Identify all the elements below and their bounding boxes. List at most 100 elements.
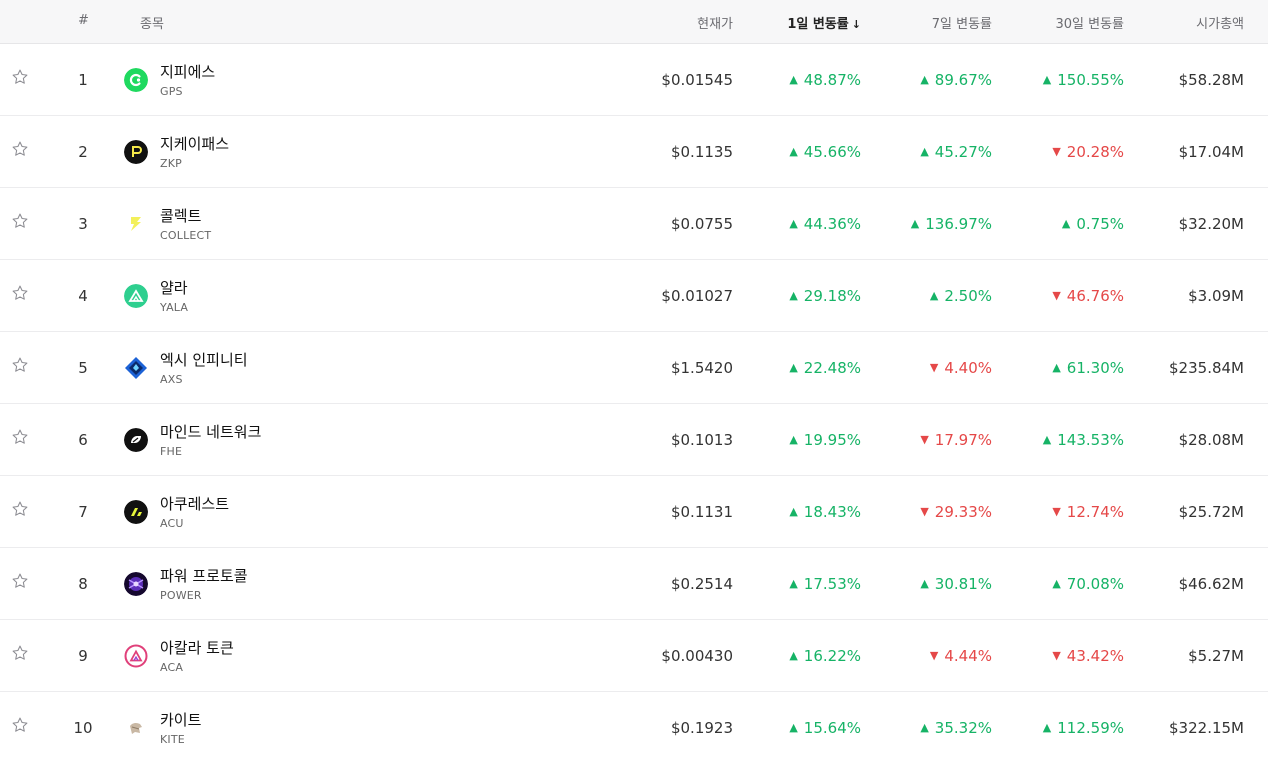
change-7d-value: 29.33%: [934, 503, 992, 521]
header-change-7d[interactable]: 7일 변동률: [931, 17, 992, 32]
market-cap: $3.09M: [1188, 287, 1244, 305]
change-7d-value: 17.97%: [934, 431, 992, 449]
header-change-30d[interactable]: 30일 변동률: [1055, 17, 1124, 32]
header-price[interactable]: 현재가: [697, 17, 733, 32]
change-7d-value: 35.32%: [934, 719, 992, 737]
coin-name[interactable]: 얄라: [160, 279, 188, 297]
table-header: # 종목 현재가 1일 변동률 ↓ 7일 변동률 30일 변동률 시가총액: [0, 0, 1268, 44]
rank-number: 3: [78, 215, 88, 233]
current-price: $0.1131: [670, 503, 733, 521]
rank-number: 9: [78, 647, 88, 665]
triangle-up-icon: ▲: [1052, 361, 1061, 374]
table-row[interactable]: 8 파워 프로토콜 POWER $0.2514 ▲ 17.53% ▲ 30.81% …: [0, 548, 1268, 620]
current-price: $0.1013: [670, 431, 733, 449]
table-row[interactable]: 1 지피에스 GPS $0.01545 ▲ 48.87% ▲ 89.67% ▲ 150…: [0, 44, 1268, 116]
coin-name[interactable]: 카이트: [160, 711, 202, 729]
market-cap: $322.15M: [1169, 719, 1244, 737]
change-1d: ▲ 29.18%: [789, 287, 861, 305]
table-row[interactable]: 7 아쿠레스트 ACU $0.1131 ▲ 18.43% ▼ 29.33% ▼ 12.…: [0, 476, 1268, 548]
coin-name[interactable]: 아칼라 토큰: [160, 639, 234, 657]
coin-name[interactable]: 파워 프로토콜: [160, 567, 248, 585]
kite-logo-icon: [130, 722, 142, 734]
table-row[interactable]: 6 마인드 네트워크 FHE $0.1013 ▲ 19.95% ▼ 17.97% ▲…: [0, 404, 1268, 476]
triangle-down-icon: ▼: [1052, 649, 1061, 662]
favorite-star-icon[interactable]: [11, 500, 29, 518]
favorite-star-icon[interactable]: [11, 644, 29, 662]
aca-logo-icon: [124, 644, 148, 668]
triangle-up-icon: ▲: [920, 145, 929, 158]
current-price: $0.00430: [661, 647, 733, 665]
table-row[interactable]: 4 얄라 YALA $0.01027 ▲ 29.18% ▲ 2.50% ▼ 46.76…: [0, 260, 1268, 332]
favorite-star-icon[interactable]: [11, 68, 29, 86]
coin-name[interactable]: 마인드 네트워크: [160, 423, 262, 441]
favorite-star-icon[interactable]: [11, 284, 29, 302]
triangle-down-icon: ▼: [920, 505, 929, 518]
current-price: $0.1923: [670, 719, 733, 737]
table-row[interactable]: 2 지케이패스 ZKP $0.1135 ▲ 45.66% ▲ 45.27% ▼ 20.…: [0, 116, 1268, 188]
current-price: $0.01027: [661, 287, 733, 305]
change-1d-value: 16.22%: [803, 647, 861, 665]
change-7d: ▼ 4.40%: [930, 359, 992, 377]
triangle-up-icon: ▲: [789, 649, 798, 662]
change-1d: ▲ 45.66%: [789, 143, 861, 161]
coin-symbol: ZKP: [160, 157, 182, 170]
sort-down-icon: ↓: [851, 18, 861, 31]
favorite-star-icon[interactable]: [11, 212, 29, 230]
change-30d: ▲ 61.30%: [1052, 359, 1124, 377]
favorite-star-icon[interactable]: [11, 140, 29, 158]
triangle-up-icon: ▲: [789, 577, 798, 590]
change-7d: ▼ 29.33%: [920, 503, 992, 521]
triangle-up-icon: ▲: [789, 721, 798, 734]
coin-symbol: YALA: [160, 301, 189, 314]
power-logo-icon: [124, 572, 148, 596]
coin-name[interactable]: 아쿠레스트: [160, 495, 230, 513]
change-30d: ▲ 0.75%: [1062, 215, 1124, 233]
market-cap: $235.84M: [1169, 359, 1244, 377]
change-1d: ▲ 22.48%: [789, 359, 861, 377]
table-row[interactable]: 3 콜렉트 COLLECT $0.0755 ▲ 44.36% ▲ 136.97% ▲…: [0, 188, 1268, 260]
triangle-up-icon: ▲: [789, 505, 798, 518]
change-7d: ▼ 17.97%: [920, 431, 992, 449]
change-7d-value: 4.44%: [944, 647, 992, 665]
header-name[interactable]: 종목: [140, 17, 164, 32]
change-7d: ▲ 30.81%: [920, 575, 992, 593]
rank-number: 2: [78, 143, 88, 161]
current-price: $0.1135: [670, 143, 733, 161]
change-1d-value: 15.64%: [803, 719, 861, 737]
triangle-up-icon: ▲: [789, 145, 798, 158]
coin-name[interactable]: 지케이패스: [160, 135, 230, 153]
triangle-down-icon: ▼: [929, 649, 939, 662]
change-30d: ▼ 20.28%: [1052, 143, 1124, 161]
coin-name[interactable]: 엑시 인피니티: [160, 351, 248, 369]
rank-number: 5: [78, 359, 88, 377]
coin-symbol: ACU: [160, 517, 184, 530]
change-30d: ▼ 43.42%: [1052, 647, 1124, 665]
table-row[interactable]: 5 엑시 인피니티 AXS $1.5420 ▲ 22.48% ▼ 4.40% ▲ 61…: [0, 332, 1268, 404]
favorite-star-icon[interactable]: [11, 428, 29, 446]
header-change-1d[interactable]: 1일 변동률 ↓: [787, 13, 861, 32]
collect-logo-icon: [131, 217, 141, 231]
change-1d: ▲ 19.95%: [789, 431, 861, 449]
header-market-cap[interactable]: 시가총액: [1196, 17, 1244, 32]
table-body: 1 지피에스 GPS $0.01545 ▲ 48.87% ▲ 89.67% ▲ 150…: [0, 44, 1268, 761]
change-1d-value: 18.43%: [803, 503, 861, 521]
favorite-star-icon[interactable]: [11, 356, 29, 374]
triangle-up-icon: ▲: [1042, 433, 1052, 446]
coin-symbol: AXS: [160, 373, 183, 386]
favorite-star-icon[interactable]: [11, 716, 29, 734]
change-7d-value: 30.81%: [934, 575, 992, 593]
coin-name[interactable]: 콜렉트: [160, 207, 202, 225]
coin-symbol: KITE: [160, 733, 185, 746]
market-cap: $28.08M: [1178, 431, 1244, 449]
favorite-star-icon[interactable]: [11, 572, 29, 590]
change-30d-value: 143.53%: [1057, 431, 1124, 449]
table-row[interactable]: 9 아칼라 토큰 ACA $0.00430 ▲ 16.22% ▼ 4.44% ▼ 43…: [0, 620, 1268, 692]
triangle-up-icon: ▲: [1042, 721, 1052, 734]
change-1d-value: 48.87%: [803, 71, 861, 89]
triangle-up-icon: ▲: [789, 433, 798, 446]
table-row[interactable]: 10 카이트 KITE $0.1923 ▲ 15.64% ▲ 35.32% ▲ 112…: [0, 692, 1268, 761]
change-30d: ▲ 143.53%: [1043, 431, 1124, 449]
rank-number: 7: [78, 503, 88, 521]
coin-name[interactable]: 지피에스: [160, 63, 216, 81]
